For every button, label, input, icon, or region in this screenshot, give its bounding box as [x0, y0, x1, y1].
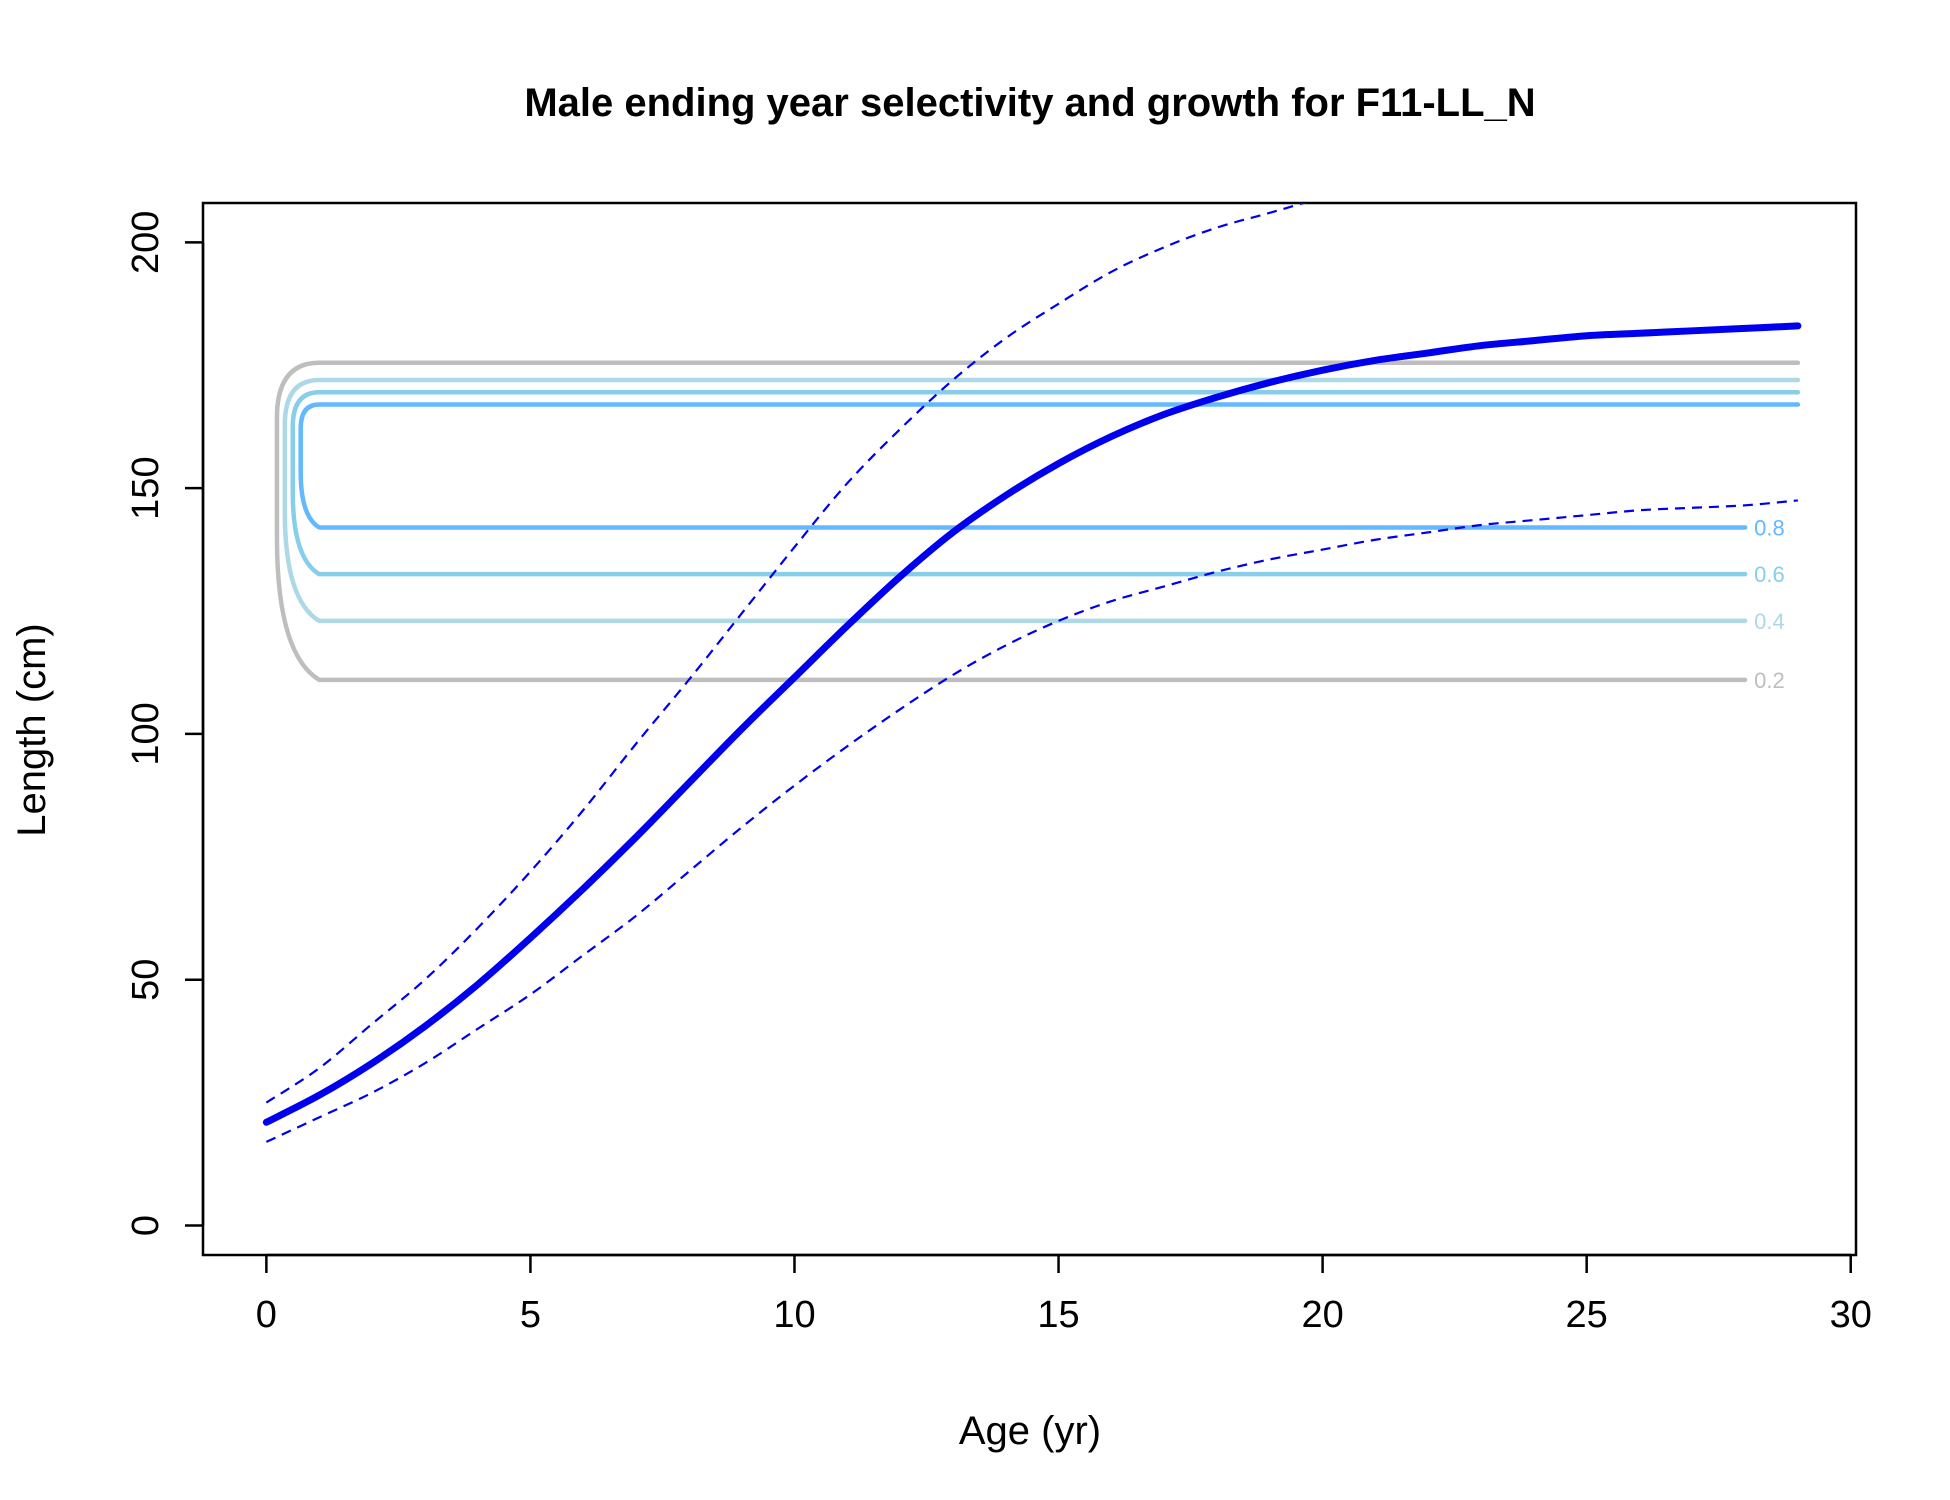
growth-lower-bound [265, 499, 1799, 1143]
y-tick-label: 150 [125, 456, 167, 519]
chart-title: Male ending year selectivity and growth … [524, 81, 1535, 125]
selectivity-contours: 0.2 0.4 0.6 0.8 [274, 360, 1801, 693]
x-axis: 0 5 10 15 20 25 30 [256, 1253, 1872, 1336]
contour-label-0.4: 0.4 [1754, 609, 1785, 634]
y-tick-label: 50 [125, 959, 167, 1001]
x-tick-label: 15 [1037, 1294, 1079, 1336]
y-tick-label: 100 [125, 702, 167, 765]
x-tick-label: 25 [1566, 1294, 1608, 1336]
x-tick-label: 20 [1301, 1294, 1343, 1336]
growth-upper-bound [265, 203, 1308, 1104]
contour-label-0.8: 0.8 [1754, 515, 1785, 540]
growth-mean-curve [262, 322, 1802, 1126]
x-tick-label: 10 [773, 1294, 815, 1336]
x-tick-label: 0 [256, 1294, 277, 1336]
y-axis-label: Length (cm) [10, 623, 54, 836]
contour-label-0.6: 0.6 [1754, 562, 1785, 587]
x-tick-label: 30 [1830, 1294, 1872, 1336]
contour-label-0.2: 0.2 [1754, 668, 1785, 693]
growth-curves [262, 203, 1802, 1143]
contour-line-0.6 [290, 390, 1801, 577]
contour-line-0.2 [274, 360, 1801, 683]
y-tick-label: 200 [125, 211, 167, 274]
x-axis-label: Age (yr) [959, 1409, 1101, 1453]
contour-line-0.4 [282, 377, 1801, 624]
y-tick-label: 0 [125, 1215, 167, 1236]
x-tick-label: 5 [520, 1294, 541, 1336]
y-axis: 0 50 100 150 200 [125, 211, 205, 1236]
contour-line-0.8 [298, 402, 1801, 530]
